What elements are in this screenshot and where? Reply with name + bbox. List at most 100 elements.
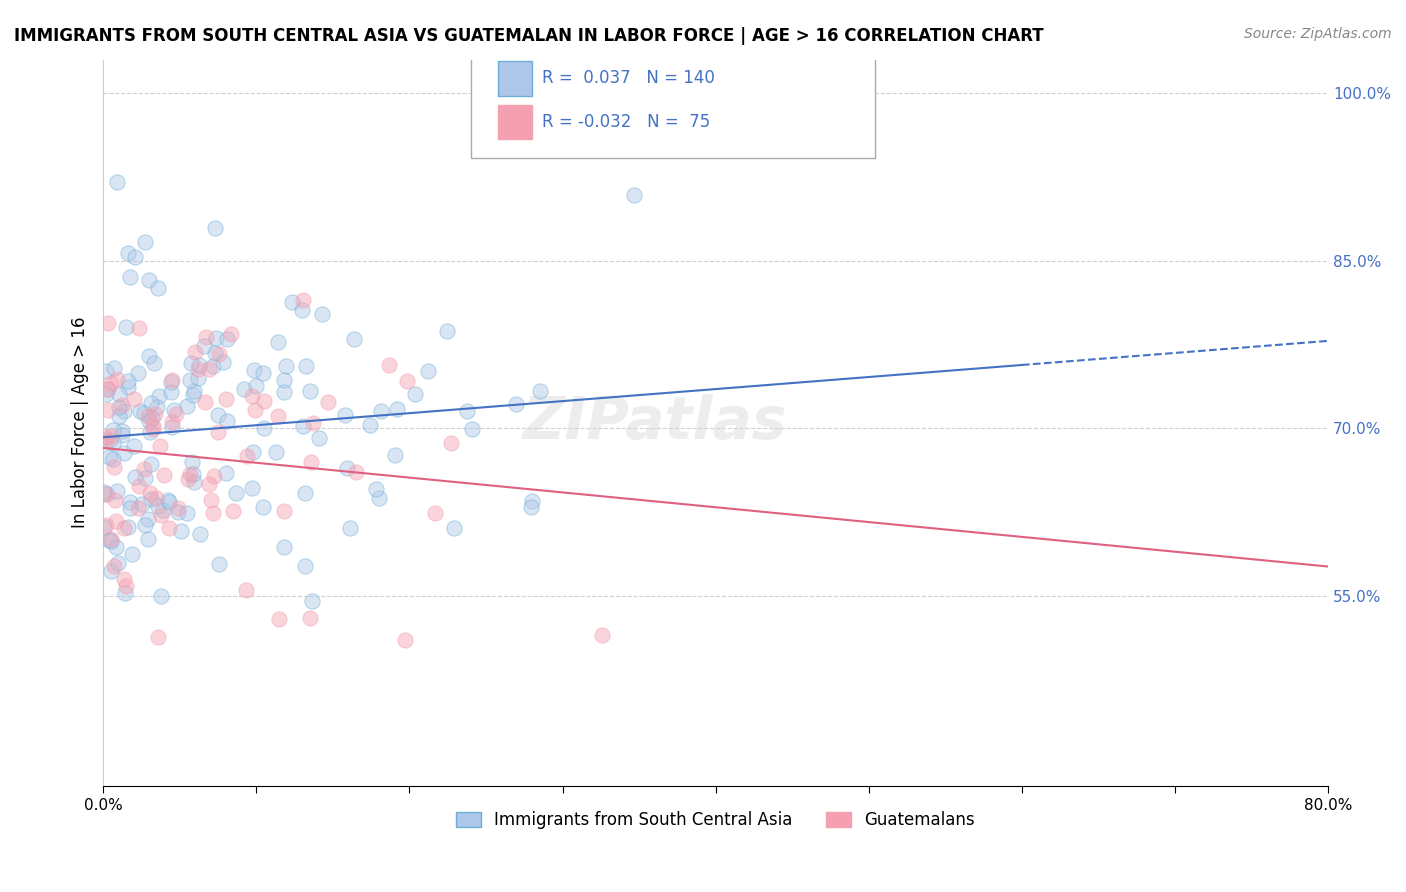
Point [368, 491, 391, 505]
Point [529, 384, 551, 398]
Point [101, 452, 124, 467]
Point [204, 331, 226, 345]
Point [100, 532, 122, 546]
Point [280, 295, 302, 310]
Point [193, 395, 215, 409]
Point [170, 524, 193, 538]
Point [222, 504, 245, 518]
Point [193, 339, 215, 353]
Point [136, 409, 159, 423]
Point [188, 527, 211, 541]
Point [198, 477, 221, 491]
Point [384, 448, 406, 462]
Point [162, 419, 184, 434]
Point [97, 450, 120, 465]
Text: R =  0.037   N = 140: R = 0.037 N = 140 [541, 70, 714, 87]
Point [122, 392, 145, 407]
Legend: Immigrants from South Central Asia, Guatemalans: Immigrants from South Central Asia, Guat… [450, 805, 981, 836]
Point [266, 409, 288, 423]
Bar [498, 104, 531, 139]
Point [264, 445, 287, 459]
Point [294, 359, 316, 373]
Point [225, 486, 247, 500]
Point [202, 359, 225, 373]
Point [440, 436, 463, 450]
Point [160, 375, 183, 389]
Point [152, 503, 174, 517]
Point [146, 631, 169, 645]
Point [127, 366, 149, 380]
Point [138, 349, 160, 363]
Point [146, 400, 169, 414]
Point [157, 520, 180, 534]
Point [623, 187, 645, 202]
Point [107, 387, 129, 401]
Point [204, 220, 226, 235]
Point [291, 419, 314, 434]
Point [93, 485, 115, 500]
Point [120, 501, 142, 516]
Point [370, 404, 392, 418]
Point [311, 306, 333, 320]
Text: ZIPatlas: ZIPatlas [522, 394, 786, 451]
Point [219, 326, 242, 341]
Point [124, 250, 146, 264]
Point [418, 363, 440, 377]
Point [112, 572, 135, 586]
Point [112, 404, 135, 418]
Point [108, 409, 131, 423]
Point [110, 424, 132, 438]
Point [436, 324, 458, 338]
Point [394, 632, 416, 647]
Point [128, 321, 150, 335]
Point [385, 402, 408, 417]
Point [112, 445, 135, 459]
Point [117, 519, 139, 533]
Point [179, 373, 201, 387]
Point [160, 373, 183, 387]
Point [344, 465, 367, 479]
Point [183, 475, 205, 489]
Point [299, 455, 322, 469]
Point [273, 373, 295, 387]
Point [139, 485, 162, 500]
Point [134, 462, 156, 476]
Point [187, 370, 209, 384]
Point [97, 383, 120, 397]
Point [100, 429, 122, 443]
Point [105, 514, 128, 528]
Point [194, 330, 217, 344]
Point [136, 533, 159, 547]
Point [121, 547, 143, 561]
Point [207, 408, 229, 422]
Point [176, 399, 198, 413]
Point [138, 414, 160, 428]
Point [243, 402, 266, 417]
Point [103, 559, 125, 574]
Point [291, 302, 314, 317]
Point [114, 586, 136, 600]
Point [202, 506, 225, 520]
Point [146, 500, 169, 514]
Point [167, 501, 190, 516]
Point [299, 611, 322, 625]
Point [94, 430, 117, 444]
Point [443, 521, 465, 535]
Point [176, 506, 198, 520]
Point [134, 235, 156, 249]
Point [117, 380, 139, 394]
Point [160, 415, 183, 429]
Point [142, 356, 165, 370]
Point [211, 355, 233, 369]
Point [252, 500, 274, 514]
Point [103, 360, 125, 375]
Point [148, 281, 170, 295]
Point [145, 407, 167, 421]
Point [134, 517, 156, 532]
Point [359, 417, 381, 432]
Point [245, 379, 267, 393]
Point [187, 361, 209, 376]
Y-axis label: In Labor Force | Age > 16: In Labor Force | Age > 16 [72, 317, 89, 528]
Point [217, 414, 239, 428]
Point [235, 449, 257, 463]
